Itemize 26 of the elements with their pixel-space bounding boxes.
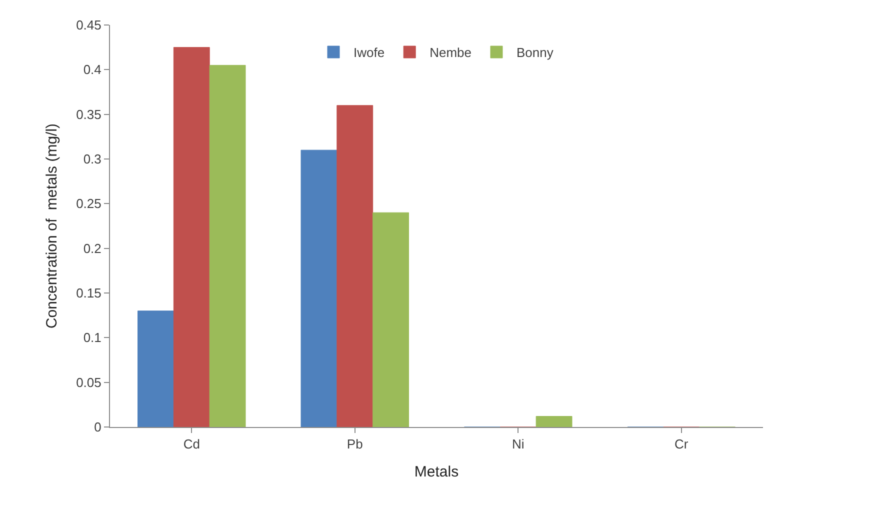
bar [300, 150, 338, 427]
y-tick-label: 0.1 [83, 330, 102, 346]
legend-label: Iwofe [354, 45, 385, 60]
y-tick-label: 0.2 [83, 240, 102, 256]
y-tick-label: 0.05 [76, 374, 102, 390]
x-tick-label: Cd [183, 436, 200, 452]
y-tick-label: 0.25 [76, 196, 102, 212]
y-tick-label: 0.3 [83, 152, 102, 167]
bar [336, 105, 374, 427]
bar [209, 64, 246, 427]
x-tick-label: Pb [346, 436, 363, 452]
legend-label: Nembe [430, 45, 472, 60]
y-tick-label: 0.15 [76, 286, 102, 301]
bar [173, 47, 210, 427]
bar [372, 212, 409, 427]
y-tick-label: 0.35 [76, 106, 102, 122]
x-tick-label: Ni [512, 436, 524, 452]
y-tick-label: 0.45 [76, 18, 102, 33]
x-tick-label: Cr [674, 436, 689, 452]
bar [138, 310, 174, 427]
y-tick-label: 0 [94, 420, 102, 435]
legend-label: Bonny [516, 45, 554, 60]
x-axis-title: Metals [414, 464, 459, 481]
y-tick-label: 0.4 [83, 62, 102, 78]
y-axis-title: Concentration of metals (mg/l) [43, 123, 60, 329]
bar [536, 416, 572, 427]
